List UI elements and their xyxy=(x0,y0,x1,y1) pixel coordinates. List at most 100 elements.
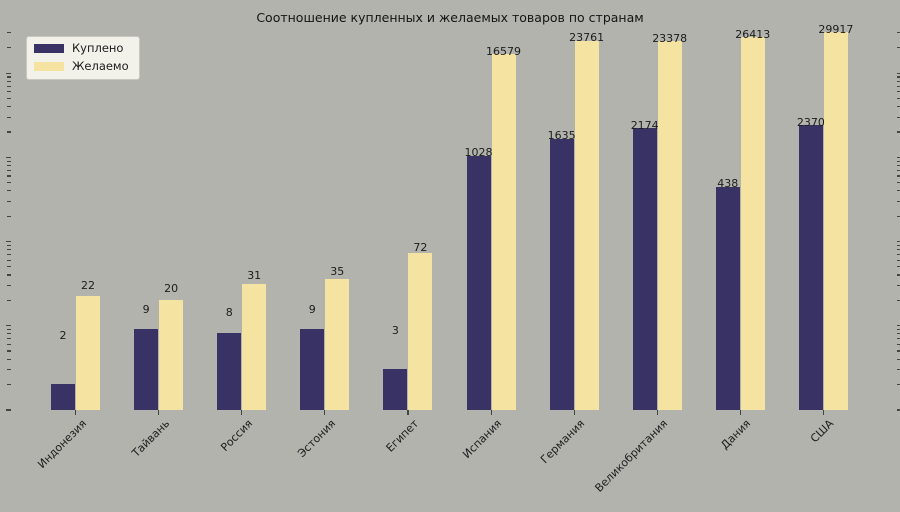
y-axis-tick-right xyxy=(897,343,900,345)
y-axis-tick-right xyxy=(897,106,900,108)
bar-value-label: 16579 xyxy=(486,44,521,58)
bar-value-label: 29917 xyxy=(818,22,854,36)
y-axis-tick-right xyxy=(897,190,900,192)
y-axis-tick-right xyxy=(897,116,900,118)
y-axis-tick xyxy=(7,47,11,49)
y-axis-tick xyxy=(7,253,11,256)
y-axis-tick xyxy=(7,369,11,371)
y-axis-tick-right xyxy=(897,47,900,49)
y-axis-tick xyxy=(7,329,11,331)
y-axis-tick xyxy=(7,266,11,268)
legend: Куплено Желаемо xyxy=(26,36,140,80)
bar-value-label: 8 xyxy=(225,306,233,319)
y-axis-tick-right xyxy=(897,333,900,335)
y-axis-tick-right xyxy=(897,274,900,276)
x-axis-label: Германия xyxy=(538,417,588,467)
y-axis-tick xyxy=(6,240,11,243)
y-axis-tick-right xyxy=(897,91,900,93)
y-axis-tick-right xyxy=(897,249,900,251)
legend-swatch-desired xyxy=(34,62,64,71)
bar-desired xyxy=(159,299,184,410)
x-axis-tick xyxy=(324,410,326,415)
y-axis-tick-right xyxy=(897,325,900,327)
bar-desired xyxy=(574,40,599,410)
bar-value-label: 26413 xyxy=(735,27,771,41)
y-axis-tick xyxy=(7,106,11,108)
y-axis-tick-right xyxy=(897,358,900,360)
bar-value-label: 2174 xyxy=(630,118,659,132)
x-axis-tick xyxy=(490,410,492,415)
bar-desired xyxy=(408,252,433,410)
y-axis-tick xyxy=(7,85,11,87)
x-axis-tick xyxy=(241,410,243,415)
y-axis-tick-right xyxy=(897,409,900,411)
y-axis-tick-right xyxy=(897,160,900,162)
bar-value-label: 1028 xyxy=(464,146,493,159)
y-axis-tick xyxy=(7,80,11,82)
y-axis-tick-right xyxy=(897,259,900,261)
y-axis-tick xyxy=(6,409,11,411)
y-axis-tick xyxy=(7,160,11,162)
y-axis-tick xyxy=(7,190,11,192)
y-axis-tick xyxy=(7,175,11,177)
y-axis-tick xyxy=(7,284,11,287)
x-axis-label: Египет xyxy=(383,417,422,455)
bar-purchased xyxy=(466,155,491,410)
x-axis-tick xyxy=(822,410,825,415)
y-axis-tick-right xyxy=(897,164,900,167)
y-axis-tick-right xyxy=(897,156,900,158)
x-axis-label: Эстония xyxy=(294,417,338,461)
y-axis-tick xyxy=(7,384,11,386)
x-axis-tick xyxy=(656,410,658,415)
y-axis-tick xyxy=(7,91,11,93)
x-axis-tick xyxy=(158,410,160,415)
y-axis-tick xyxy=(7,350,11,352)
bar-purchased xyxy=(300,329,325,410)
bar-desired xyxy=(76,296,100,410)
y-axis-tick-right xyxy=(897,284,900,287)
bar-purchased xyxy=(632,128,657,410)
bar-purchased xyxy=(715,186,740,410)
bar-desired xyxy=(823,32,848,410)
y-axis-tick xyxy=(7,249,11,251)
bar-value-label: 2370 xyxy=(796,115,825,129)
x-axis-tick xyxy=(75,410,77,415)
y-axis-tick-right xyxy=(897,215,900,217)
bar-desired xyxy=(740,37,765,410)
y-axis-tick-right xyxy=(897,76,900,78)
x-axis-label: Индонезия xyxy=(34,417,89,471)
y-axis-tick xyxy=(7,338,11,340)
bar-value-label: 2 xyxy=(59,328,67,342)
x-axis-tick xyxy=(573,410,575,415)
bar-desired xyxy=(657,41,682,410)
x-axis-label: Великобритания xyxy=(592,417,671,495)
y-axis-tick-right xyxy=(897,338,900,340)
y-axis-tick-right xyxy=(897,85,900,87)
bar-purchased xyxy=(798,125,823,410)
y-axis-tick-right xyxy=(897,253,900,256)
x-axis-label: Тайвань xyxy=(129,417,172,460)
y-axis-tick-right xyxy=(897,182,900,184)
bar-purchased xyxy=(217,333,242,410)
bar-desired xyxy=(325,279,350,410)
legend-swatch-purchased xyxy=(34,44,64,53)
y-axis-tick xyxy=(7,358,11,360)
y-axis-tick-right xyxy=(897,169,900,171)
bar-value-label: 23761 xyxy=(569,31,605,45)
bar-purchased xyxy=(383,369,408,410)
y-axis-tick-right xyxy=(897,244,900,246)
legend-item-desired: Желаемо xyxy=(34,60,129,73)
bar-value-label: 31 xyxy=(247,268,262,282)
legend-label-purchased: Куплено xyxy=(72,41,124,55)
bar-value-label: 3 xyxy=(391,323,399,337)
y-axis-tick xyxy=(7,333,11,335)
y-axis-tick xyxy=(7,200,11,202)
legend-item-purchased: Куплено xyxy=(34,42,129,55)
y-axis-tick-right xyxy=(897,200,900,202)
y-axis-tick xyxy=(6,325,11,327)
y-axis-tick-right xyxy=(897,80,900,82)
legend-label-desired: Желаемо xyxy=(72,59,129,73)
y-axis-tick xyxy=(7,244,11,246)
